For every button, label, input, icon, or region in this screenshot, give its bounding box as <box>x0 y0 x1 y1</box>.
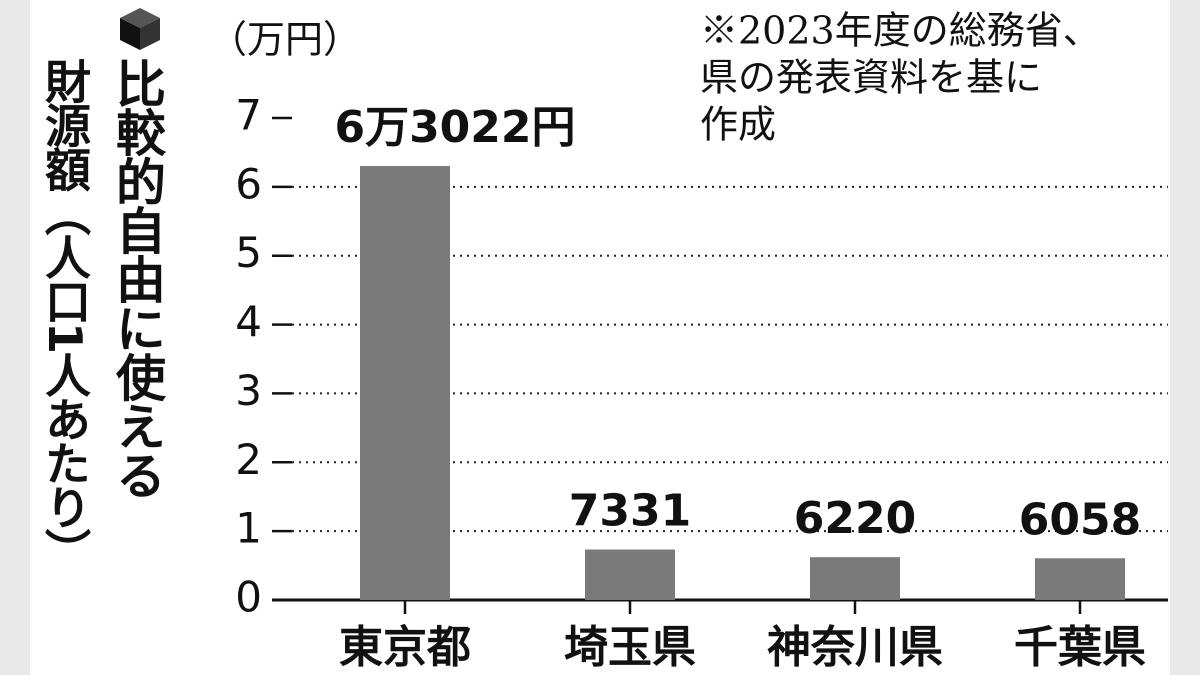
chart-subtitle: 財源額（人口1人あたり） <box>38 58 92 573</box>
x-tick-label: 千葉県 <box>1014 622 1146 673</box>
y-tick-label: 1 <box>235 504 262 553</box>
y-tick-label: 0 <box>235 573 262 622</box>
x-tick-label: 東京都 <box>339 622 471 673</box>
value-label: 6万3022円 <box>334 102 575 153</box>
value-label: 7331 <box>569 486 691 537</box>
y-axis-label: （万円） <box>209 18 361 62</box>
note: 県の発表資料を基に <box>700 56 1042 100</box>
note: ※2023年度の総務省、 <box>700 9 1101 53</box>
value-label: 6220 <box>794 493 916 544</box>
y-tick-label: 4 <box>235 297 262 346</box>
cube-icon <box>120 8 160 50</box>
bar <box>360 166 450 600</box>
y-tick-label: 2 <box>235 435 262 484</box>
bar <box>585 549 675 600</box>
note: 作成 <box>700 103 776 147</box>
chart-title: 比較的自由に使える <box>108 58 166 499</box>
y-tick-label: 7 <box>235 91 262 140</box>
y-tick-label: 6 <box>235 159 262 208</box>
x-tick-label: 神奈川県 <box>767 622 943 673</box>
x-tick-label: 埼玉県 <box>564 622 696 673</box>
value-label: 6058 <box>1019 494 1141 545</box>
bar <box>1035 558 1125 600</box>
y-tick-label: 5 <box>235 228 262 277</box>
y-tick-label: 3 <box>235 366 262 415</box>
bar <box>810 557 900 600</box>
